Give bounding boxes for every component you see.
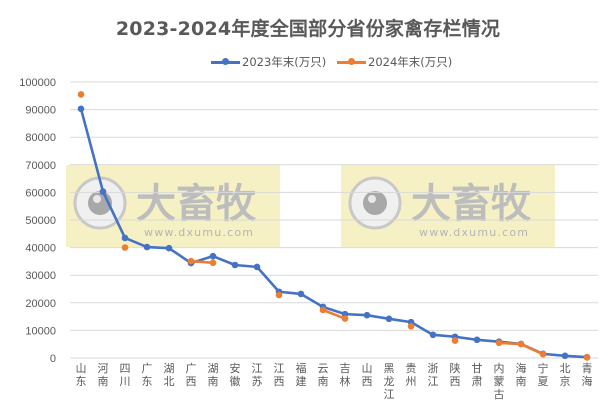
x-tick-label: 黑龙江 (384, 362, 395, 401)
x-tick-label: 湖北 (164, 362, 175, 388)
data-point (121, 234, 129, 242)
data-point (77, 91, 85, 98)
data-point (451, 337, 459, 344)
x-tick-label: 吉林 (340, 362, 351, 388)
x-tick-label: 海南 (516, 361, 527, 388)
data-point (99, 188, 107, 195)
data-point (583, 354, 591, 361)
data-point (165, 244, 173, 252)
data-point (297, 290, 305, 298)
y-axis-ticks: 0 10000 20000 30000 40000 50000 60000 70000 8000… (19, 77, 56, 365)
data-point (363, 311, 371, 319)
y-tick-label: 10000 (25, 325, 56, 337)
y-tick-label: 80000 (25, 132, 56, 144)
data-point (539, 350, 547, 358)
data-point (275, 291, 283, 299)
legend-line-2023-icon (211, 58, 240, 65)
x-tick-label: 宁夏 (538, 361, 549, 388)
x-tick-label: 安徽 (230, 361, 241, 388)
y-tick-label: 0 (50, 353, 56, 365)
chart-legend: 2023年末(万只) 2024年末(万只) (0, 54, 616, 70)
x-tick-label: 贵州 (406, 362, 417, 388)
legend-item-2024: 2024年末(万只) (337, 54, 452, 70)
legend-line-2024-icon (337, 58, 366, 65)
y-tick-label: 90000 (25, 105, 56, 117)
watermark-url: www.dxumu.com (144, 226, 254, 239)
y-tick-label: 40000 (25, 243, 56, 255)
x-tick-label: 山西 (362, 362, 373, 388)
data-point (385, 315, 393, 323)
watermark-brand: 大畜牧 (411, 181, 532, 227)
y-tick-label: 70000 (25, 160, 56, 172)
data-point (187, 257, 195, 265)
x-axis-labels: 山东河南四川广东湖北广西湖南安徽江苏江西福建云南吉林山西黑龙江贵州浙江陕西甘肃内… (76, 361, 593, 401)
legend-label-2023: 2023年末(万只) (242, 55, 327, 69)
x-tick-label: 广西 (186, 362, 197, 388)
data-point (209, 259, 217, 267)
x-tick-label: 湖南 (208, 362, 219, 388)
x-tick-label: 江苏 (252, 362, 263, 388)
x-tick-label: 云南 (318, 362, 329, 388)
x-tick-label: 江西 (274, 362, 285, 388)
x-tick-label: 内蒙古 (494, 361, 505, 401)
x-tick-label: 四川 (120, 362, 131, 388)
y-tick-label: 100000 (19, 77, 56, 89)
data-point (407, 322, 415, 330)
data-point (495, 339, 503, 347)
data-point (253, 263, 261, 271)
x-tick-label: 浙江 (428, 362, 439, 388)
data-point (561, 352, 569, 360)
y-tick-label: 50000 (25, 215, 56, 227)
watermark-url: www.dxumu.com (419, 226, 529, 239)
data-point (319, 306, 327, 314)
data-point (231, 261, 239, 269)
legend-item-2023: 2023年末(万只) (211, 54, 326, 70)
x-tick-label: 河南 (98, 362, 109, 388)
data-point (429, 331, 437, 339)
series-2024 (77, 91, 591, 361)
data-point (341, 315, 349, 322)
x-tick-label: 广东 (142, 362, 153, 388)
data-point (143, 243, 151, 251)
chart-title: 2023-2024年度全国部分省份家禽存栏情况 (115, 18, 501, 40)
data-point (209, 252, 217, 260)
y-tick-label: 20000 (25, 298, 56, 310)
x-tick-label: 福建 (296, 361, 307, 388)
x-tick-label: 青海 (582, 362, 593, 388)
data-point (121, 244, 129, 251)
x-tick-label: 山东 (76, 362, 87, 388)
gridlines (70, 81, 598, 359)
data-series (77, 91, 591, 361)
x-tick-label: 甘肃 (472, 362, 483, 388)
data-point (77, 105, 85, 113)
data-point (517, 340, 525, 348)
y-tick-label: 60000 (25, 187, 56, 199)
y-tick-label: 30000 (25, 270, 56, 282)
legend-label-2024: 2024年末(万只) (368, 55, 453, 69)
x-tick-label: 陕西 (450, 361, 461, 388)
watermark-brand: 大畜牧 (136, 181, 257, 227)
data-point (473, 336, 481, 344)
x-tick-label: 北京 (560, 362, 571, 388)
